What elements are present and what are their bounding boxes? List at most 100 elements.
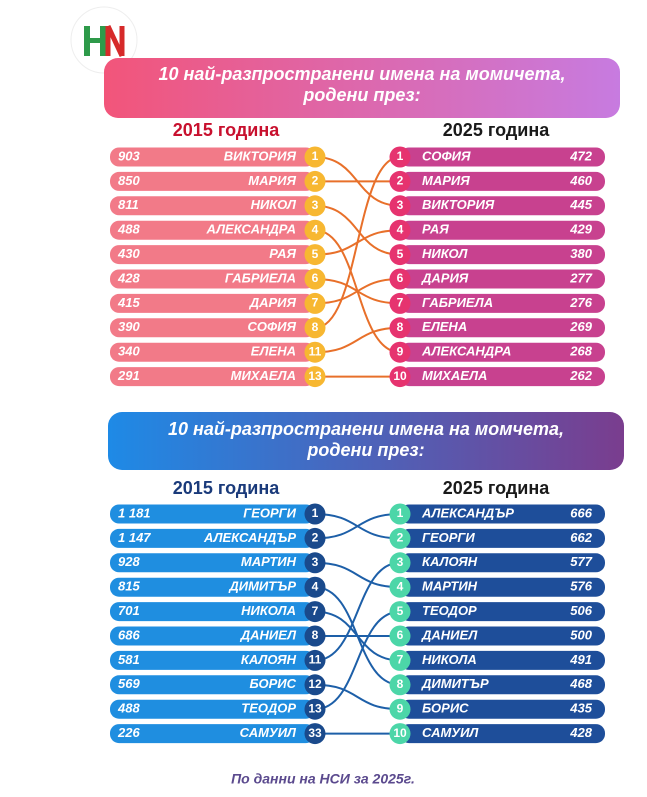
count: 415 [117, 295, 140, 310]
name: ДАНИЕЛ [240, 627, 297, 642]
count: 468 [569, 676, 592, 691]
left-pill [110, 724, 315, 744]
rank: 7 [312, 604, 319, 618]
logo [70, 6, 138, 74]
name: СОФИЯ [422, 148, 471, 163]
rank: 12 [308, 677, 322, 691]
left-pill [110, 342, 315, 362]
rank: 13 [308, 369, 322, 383]
year-label: 2025 година [443, 120, 550, 140]
count: 428 [117, 270, 140, 285]
count: 903 [118, 148, 140, 163]
count: 686 [118, 627, 140, 642]
count: 428 [569, 725, 592, 740]
name: ГАБРИЕЛА [422, 295, 493, 310]
connector [314, 683, 401, 711]
left-pill [110, 626, 315, 646]
count: 390 [118, 319, 140, 334]
girls-banner [104, 58, 620, 118]
rank-badge [304, 195, 326, 217]
name: САМУИЛ [240, 725, 297, 740]
rank-badge [304, 576, 326, 598]
connectors [314, 513, 401, 735]
connector [314, 156, 401, 329]
rank-badge [389, 723, 411, 745]
right-pill [400, 342, 605, 362]
rank: 11 [309, 653, 322, 667]
rank-badge [389, 674, 411, 696]
connector [314, 204, 401, 256]
rank-badge [304, 268, 326, 290]
left-pill [110, 504, 315, 524]
rank: 4 [312, 579, 319, 593]
count: 1 181 [118, 505, 151, 520]
count: 491 [569, 652, 592, 667]
count: 277 [569, 270, 592, 285]
count: 577 [570, 554, 592, 569]
rank: 1 [397, 149, 404, 163]
count: 262 [569, 368, 592, 383]
rank: 7 [397, 653, 404, 667]
rank-badge [304, 146, 326, 168]
count: 435 [569, 701, 592, 716]
count: 268 [569, 344, 592, 359]
rank: 4 [397, 579, 404, 593]
rank: 2 [312, 174, 319, 188]
left-pill [110, 147, 315, 167]
name: ВИКТОРИЯ [422, 197, 495, 212]
count: 811 [118, 197, 139, 212]
name: ДАНИЕЛ [421, 627, 478, 642]
rank: 2 [397, 531, 404, 545]
rank: 1 [397, 506, 404, 520]
right-pill [400, 196, 605, 216]
rank-badge [304, 244, 326, 266]
rank: 8 [312, 628, 319, 642]
left-pill [110, 675, 315, 695]
name: НИКОЛА [422, 652, 477, 667]
name: НИКОЛ [251, 197, 297, 212]
right-pill [400, 675, 605, 695]
rank-badge [304, 341, 326, 363]
rank-badge [389, 601, 411, 623]
name: ТЕОДОР [422, 603, 477, 618]
right-pill [400, 626, 605, 646]
count: 430 [117, 246, 140, 261]
connector [314, 513, 401, 540]
rank-badge [389, 552, 411, 574]
name: ВИКТОРИЯ [224, 148, 297, 163]
rank: 5 [397, 247, 404, 261]
rank-badge [389, 366, 411, 388]
rank-badge [304, 674, 326, 696]
count: 1 147 [118, 530, 151, 545]
rank-badge [389, 170, 411, 192]
count: 569 [118, 676, 140, 691]
name: ТЕОДОР [241, 701, 296, 716]
rank-badge [304, 292, 326, 314]
count: 500 [570, 627, 592, 642]
rank: 2 [397, 174, 404, 188]
rank: 11 [309, 344, 322, 358]
rank-badge [304, 649, 326, 671]
count: 340 [118, 344, 140, 359]
right-pill [400, 699, 605, 719]
right-pill [400, 553, 605, 573]
count: 928 [118, 554, 140, 569]
right-pill [400, 318, 605, 338]
name: АЛЕКСАНДРА [206, 222, 296, 237]
name: МИХАЕЛА [422, 368, 487, 383]
rank: 2 [312, 531, 319, 545]
footer: По данни на НСИ за 2025г. [231, 771, 415, 787]
name: МАРИЯ [248, 173, 296, 188]
count: 666 [570, 505, 592, 520]
name: ГЕОРГИ [243, 505, 296, 520]
banner-title: родени през: [306, 440, 424, 460]
right-pill [400, 245, 605, 265]
banner-title: 10 най-разпространени имена на момичета, [158, 64, 565, 84]
rank-badge [304, 698, 326, 720]
connector [314, 326, 401, 354]
right-pill [400, 220, 605, 240]
count: 488 [117, 222, 140, 237]
count: 226 [117, 725, 140, 740]
name: РАЯ [269, 246, 296, 261]
year-label: 2015 година [173, 120, 280, 140]
